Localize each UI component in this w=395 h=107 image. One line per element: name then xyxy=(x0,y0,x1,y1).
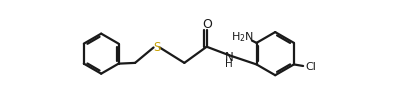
Text: N: N xyxy=(225,51,233,64)
Text: Cl: Cl xyxy=(305,62,316,72)
Text: H$_2$N: H$_2$N xyxy=(231,30,254,44)
Text: O: O xyxy=(202,18,212,31)
Text: H: H xyxy=(225,59,233,69)
Text: S: S xyxy=(153,41,160,54)
